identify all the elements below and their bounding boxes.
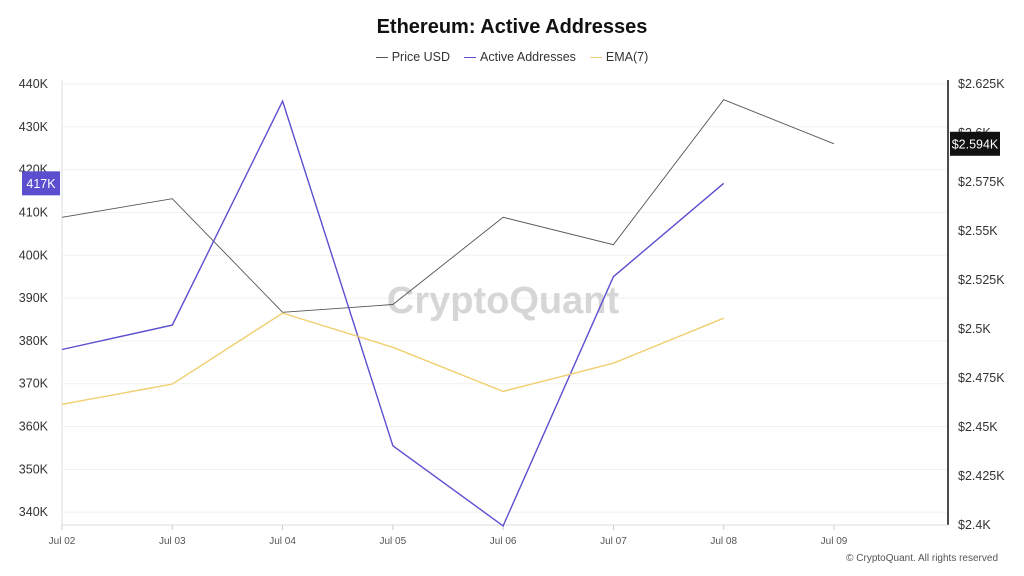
chart-legend: Price USD Active Addresses EMA(7) [0,50,1024,64]
legend-swatch [464,57,477,59]
y-left-tick-label: 360K [19,420,49,434]
y-left-tick-label: 410K [19,205,49,219]
price-badge-label: $2.594K [952,137,999,151]
legend-swatch [589,57,602,59]
x-tick-label: Jul 08 [710,536,737,547]
y-right-tick-label: $2.475K [958,371,1005,385]
y-left-tick-label: 390K [19,291,49,305]
legend-label: Price USD [391,50,451,64]
active-addresses-badge [22,171,60,196]
series-line-ema-7 [61,312,724,405]
y-right-tick-label: $2.55K [958,224,998,238]
y-right-tick-label: $2.525K [958,273,1005,287]
price-badge [950,131,1000,156]
series-line-active-addresses [61,99,725,527]
value-badges: 417K $2.594K [22,131,1000,196]
y-right-tick-label: $2.5K [958,322,991,336]
y-right-tick-label: $2.45K [958,420,998,434]
x-tick-label: Jul 06 [490,536,517,547]
y-left-tick-label: 350K [19,462,49,476]
y-left-tick-label: 440K [19,77,49,91]
x-tick-label: Jul 05 [380,536,407,547]
legend-item-ema-7[interactable]: EMA(7) [589,50,649,64]
x-tick-label: Jul 03 [159,536,186,547]
legend-swatch [375,57,388,59]
y-right-tick-label: $2.625K [958,77,1005,91]
y-right-tick-label: $2.425K [958,469,1005,483]
y-left-tick-label: 430K [19,120,49,134]
y-left-tick-label: 370K [19,377,49,391]
legend-item-active-addresses[interactable]: Active Addresses [464,50,576,64]
y-left-tick-label: 400K [19,248,49,262]
x-tick-label: Jul 04 [269,536,296,547]
y-left-tick-label: 380K [19,334,49,348]
series-lines [61,99,835,527]
copyright-text: © CryptoQuant. All rights reserved [846,553,998,564]
grid-lines [62,83,948,513]
series-line-price-usd [61,99,835,313]
x-tick-label: Jul 07 [600,536,627,547]
legend-label: Active Addresses [480,50,576,64]
watermark: CryptoQuant [387,280,620,322]
y-right-tick-label: $2.575K [958,175,1005,189]
x-tick-label: Jul 02 [49,536,76,547]
chart-title: Ethereum: Active Addresses [376,16,648,38]
legend-item-price-usd[interactable]: Price USD [375,50,451,64]
x-tick-label: Jul 09 [821,536,848,547]
active-addresses-badge-label: 417K [26,177,56,191]
legend-label: EMA(7) [605,50,649,64]
y-right-tick-label: $2.4K [958,518,991,532]
y-left-tick-label: 340K [19,505,49,519]
